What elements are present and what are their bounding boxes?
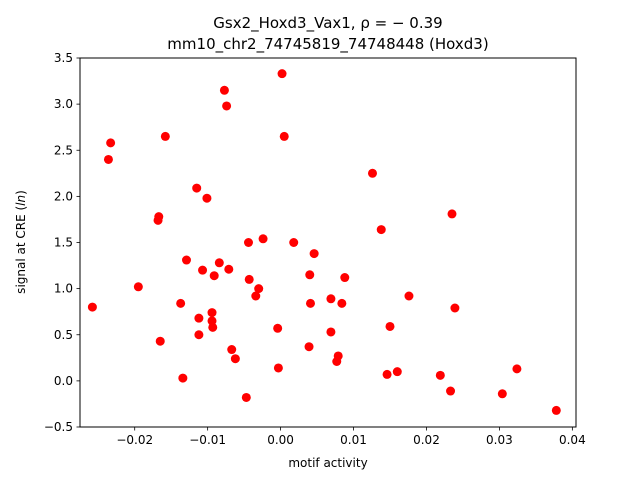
data-point [404, 291, 414, 301]
x-tick-label: −0.02 [116, 433, 153, 447]
data-points [87, 69, 561, 415]
y-axis-ticks: −0.5 0.0 0.5 1.0 1.5 2.0 2.5 3.0 3.5 [44, 51, 80, 434]
y-tick-label: 2.5 [54, 143, 73, 157]
y-tick-label: 2.0 [54, 189, 73, 203]
data-point [289, 238, 299, 247]
data-point [181, 255, 191, 265]
y-tick-label: 1.5 [54, 236, 73, 250]
y-axis-label: signal at CRE (ln) [14, 190, 28, 294]
y-tick-label: 1.0 [54, 282, 73, 296]
data-point [333, 351, 343, 361]
data-point [214, 258, 224, 268]
data-point [497, 389, 507, 399]
data-point [337, 298, 347, 308]
x-tick-label: 0.03 [486, 433, 513, 447]
data-point [251, 291, 261, 301]
data-point [340, 273, 350, 283]
data-point [192, 183, 202, 193]
data-point [153, 215, 163, 225]
x-tick-label: 0.01 [340, 433, 367, 447]
data-point [87, 302, 97, 312]
data-point [376, 225, 386, 235]
data-point [194, 313, 204, 323]
data-point [244, 274, 254, 284]
data-point [241, 392, 251, 402]
data-point [367, 168, 377, 178]
data-point [227, 345, 237, 355]
data-point [551, 405, 561, 415]
plot-area-frame [79, 57, 577, 428]
data-point [224, 264, 234, 274]
data-point [382, 369, 392, 379]
data-point [178, 373, 188, 383]
data-point [435, 370, 445, 380]
data-point [392, 367, 402, 377]
data-point [385, 321, 395, 331]
x-tick-label: 0.00 [267, 433, 294, 447]
y-tick-label: 3.5 [54, 51, 73, 65]
data-point [106, 138, 116, 148]
data-point [305, 270, 315, 280]
data-point [133, 282, 143, 292]
x-axis-label: motif activity [288, 456, 367, 470]
data-point [222, 101, 232, 111]
data-point [512, 364, 522, 374]
data-point [326, 294, 336, 304]
data-point [207, 308, 217, 318]
data-point [277, 69, 287, 79]
data-point [103, 154, 113, 164]
data-point [258, 234, 268, 244]
y-tick-label: 0.0 [54, 374, 73, 388]
data-point [202, 193, 212, 203]
data-point [273, 363, 283, 373]
data-point [326, 327, 336, 337]
data-point [219, 85, 229, 95]
data-point [243, 238, 253, 247]
data-point [305, 298, 315, 308]
y-tick-label: 0.5 [54, 328, 73, 342]
data-point [254, 284, 264, 294]
data-point [198, 265, 208, 275]
data-point [450, 303, 460, 313]
data-point [309, 249, 319, 259]
data-point [446, 386, 456, 396]
x-tick-label: −0.01 [189, 433, 226, 447]
data-point [160, 131, 170, 141]
data-point [279, 131, 289, 141]
chart-title-line1: Gsx2_Hoxd3_Vax1, ρ = − 0.39 [213, 14, 442, 33]
y-tick-label: −0.5 [44, 420, 73, 434]
y-tick-label: 3.0 [54, 97, 73, 111]
x-tick-label: 0.02 [413, 433, 440, 447]
data-point [155, 336, 165, 346]
data-point [176, 298, 186, 308]
data-point [209, 271, 219, 281]
chart-title-line2: mm10_chr2_74745819_74748448 (Hoxd3) [167, 35, 488, 54]
data-point [273, 323, 283, 333]
data-point [194, 330, 204, 340]
x-axis-ticks: −0.02 −0.01 0.00 0.01 0.02 0.03 0.04 [116, 427, 586, 447]
data-point [230, 354, 240, 364]
data-point [208, 322, 218, 332]
data-point [304, 342, 314, 352]
data-point [447, 209, 457, 219]
x-tick-label: 0.04 [559, 433, 586, 447]
